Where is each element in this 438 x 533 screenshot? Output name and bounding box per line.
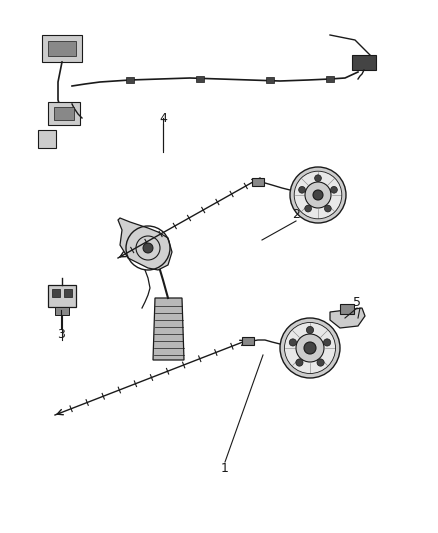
Bar [266, 77, 274, 83]
Polygon shape [48, 102, 80, 125]
Bar [126, 77, 134, 83]
Circle shape [289, 339, 297, 346]
Bar [242, 337, 254, 345]
Text: 1: 1 [221, 462, 229, 474]
Circle shape [307, 326, 314, 334]
Bar [196, 76, 204, 82]
Text: 2: 2 [292, 208, 300, 222]
Bar [340, 304, 354, 314]
Circle shape [294, 171, 342, 219]
Circle shape [317, 359, 324, 366]
Bar [55, 307, 69, 315]
Bar [252, 178, 264, 186]
Circle shape [331, 187, 337, 193]
Bar [52, 289, 60, 297]
Circle shape [280, 318, 340, 378]
Circle shape [290, 167, 346, 223]
Circle shape [299, 187, 305, 193]
Circle shape [314, 175, 321, 182]
Circle shape [324, 339, 331, 346]
Circle shape [143, 243, 153, 253]
Polygon shape [54, 107, 74, 120]
Text: 4: 4 [159, 111, 167, 125]
Polygon shape [118, 218, 172, 270]
Circle shape [305, 205, 311, 212]
Polygon shape [330, 308, 365, 328]
Polygon shape [153, 298, 184, 360]
Bar [64, 289, 72, 297]
Circle shape [285, 322, 336, 374]
Circle shape [305, 182, 331, 208]
Circle shape [325, 205, 331, 212]
Circle shape [296, 359, 303, 366]
Bar [326, 76, 334, 82]
Bar [48, 285, 76, 307]
Circle shape [304, 342, 316, 354]
Text: 5: 5 [353, 295, 361, 309]
Text: 3: 3 [57, 328, 65, 342]
Polygon shape [48, 41, 76, 56]
Polygon shape [352, 55, 376, 70]
Polygon shape [42, 35, 82, 62]
Polygon shape [38, 130, 56, 148]
Circle shape [296, 334, 324, 362]
Circle shape [313, 190, 323, 200]
